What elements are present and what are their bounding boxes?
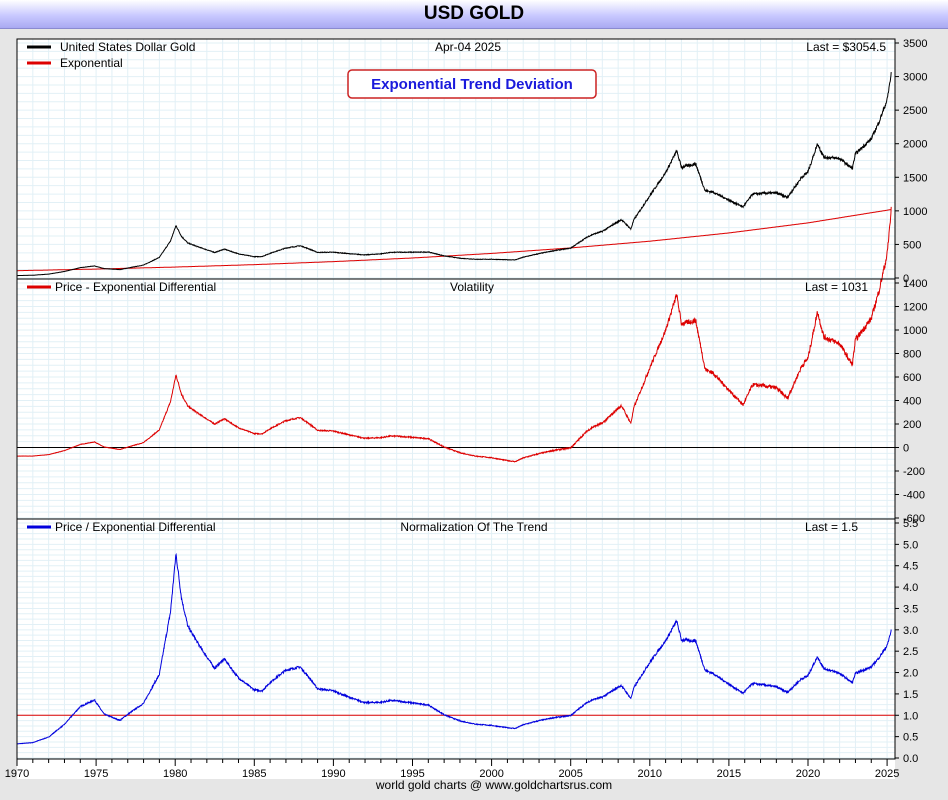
- x-tick-label: 2000: [479, 768, 503, 780]
- footer-credit: world gold charts @ www.goldchartsrus.co…: [375, 778, 612, 792]
- plot-border: [16, 38, 896, 760]
- y-tick-label: 0.0: [903, 753, 918, 765]
- series-price-over-exp: [16, 552, 892, 745]
- x-tick-label: 1975: [84, 768, 108, 780]
- x-tick-label: 2020: [796, 768, 820, 780]
- y-tick-label: 1200: [903, 302, 927, 314]
- series-usd-gold: [17, 72, 892, 277]
- x-tick-label: 1970: [5, 768, 29, 780]
- y-tick-label: 1000: [903, 325, 927, 337]
- y-tick-label: 800: [903, 349, 921, 361]
- panel1-last-label: Last = $3054.5: [806, 40, 886, 54]
- y-tick-label: -600: [903, 513, 925, 525]
- y-tick-label: 2000: [903, 139, 927, 151]
- y-tick-label: 1500: [903, 172, 927, 184]
- x-tick-label: 1995: [400, 768, 424, 780]
- grid-layer: [16, 39, 895, 759]
- y-tick-label: 1.0: [903, 710, 918, 722]
- legend-label-usd-gold: United States Dollar Gold: [60, 40, 195, 54]
- series-exponential: [17, 209, 892, 272]
- y-tick-label: 0: [903, 443, 909, 455]
- legend-label-price-over-exp: Price / Exponential Differential: [55, 520, 216, 534]
- y-tick-label: 4.0: [903, 582, 918, 594]
- y-tick-label: 400: [903, 396, 921, 408]
- axes-layer: 0500100015002000250030003500-600-400-200…: [5, 38, 928, 780]
- legend-label-price-minus-exp: Price - Exponential Differential: [55, 280, 216, 294]
- y-tick-label: 3.5: [903, 603, 918, 615]
- y-tick-label: 5.5: [903, 518, 918, 530]
- y-tick-label: 5.0: [903, 539, 918, 551]
- y-tick-label: 3500: [903, 38, 927, 50]
- x-tick-label: 2015: [717, 768, 741, 780]
- y-tick-label: 4.5: [903, 561, 918, 573]
- series-price-minus-exp: [16, 206, 892, 463]
- y-tick-label: 500: [903, 239, 921, 251]
- chart-title: USD GOLD: [423, 3, 525, 24]
- annotation-box: [347, 69, 597, 99]
- plot-background: [17, 39, 895, 779]
- y-tick-label: 2.5: [903, 646, 918, 658]
- y-tick-label: 0.5: [903, 732, 918, 744]
- title-bar: USD GOLD: [0, 0, 948, 29]
- chart-svg: 0500100015002000250030003500-600-400-200…: [5, 38, 928, 792]
- legend-label-exponential: Exponential: [60, 56, 123, 70]
- x-tick-label: 2025: [875, 768, 899, 780]
- chart-frame: 0 500 1000 1500 2000 2500 3000 3500 -600 -400 -200…: [0, 29, 948, 795]
- y-tick-label: 1.5: [903, 689, 918, 701]
- panel1-date-label: Apr-04 2025: [435, 40, 501, 54]
- y-tick-label: 3.0: [903, 625, 918, 637]
- x-tick-label: 2010: [638, 768, 662, 780]
- y-tick-label: 2.0: [903, 668, 918, 680]
- y-tick-label: 1000: [903, 206, 927, 218]
- panel2-title: Volatility: [450, 280, 494, 294]
- y-tick-label: -400: [903, 490, 925, 502]
- y-tick-label: 1400: [903, 278, 927, 290]
- series-layer: [16, 72, 895, 745]
- x-tick-label: 1980: [163, 768, 187, 780]
- y-tick-label: 0: [903, 273, 909, 285]
- x-tick-label: 1985: [242, 768, 266, 780]
- y-tick-label: 2500: [903, 105, 927, 117]
- panel3-last-label: Last = 1.5: [805, 520, 858, 534]
- y-tick-label: -200: [903, 466, 925, 478]
- text-layer: United States Dollar Gold Exponential Ap…: [27, 40, 886, 792]
- panel2-last-label: Last = 1031: [805, 280, 868, 294]
- y-tick-label: 200: [903, 419, 921, 431]
- y-tick-label: 600: [903, 372, 921, 384]
- y-tick-label: 3000: [903, 72, 927, 84]
- x-tick-label: 1990: [321, 768, 345, 780]
- x-tick-label: 2005: [558, 768, 582, 780]
- panel3-title: Normalization Of The Trend: [400, 520, 547, 534]
- annotation-text: Exponential Trend Deviation: [371, 76, 573, 93]
